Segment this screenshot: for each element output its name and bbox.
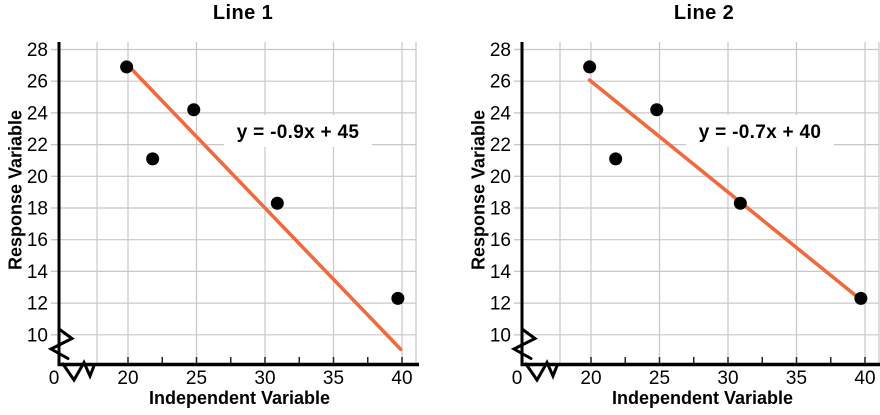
y-tick-label: 18 — [27, 199, 48, 220]
x-axis-break-icon — [61, 359, 96, 383]
data-point — [650, 103, 664, 117]
y-tick-label: 26 — [27, 72, 48, 93]
y-tick-label: 20 — [490, 167, 511, 188]
trend-line — [124, 62, 403, 352]
x-tick-label: 40 — [391, 368, 412, 389]
y-axis-break-icon — [510, 327, 538, 360]
data-point — [270, 196, 284, 210]
x-tick-label: 25 — [186, 368, 207, 389]
y-tick-label: 24 — [490, 103, 512, 124]
data-point — [391, 291, 405, 305]
equation-background — [686, 115, 834, 147]
data-point — [583, 60, 597, 74]
y-tick-label: 16 — [27, 230, 48, 251]
y-tick-label: 12 — [490, 294, 511, 315]
scatter-plot-svg: y = -0.7x + 40 0 20 25 30 35 40 28 26 24 22 20 18 16 1… — [490, 40, 880, 389]
y-tick-label: 24 — [27, 103, 49, 124]
equation-background — [224, 115, 372, 147]
data-point — [146, 152, 160, 166]
y-tick-label: 10 — [27, 325, 48, 346]
y-tick-label: 22 — [27, 135, 48, 156]
equation-label: y = -0.7x + 40 — [699, 122, 822, 143]
chart-title: Line 1 — [212, 2, 274, 24]
data-point — [609, 152, 623, 166]
y-tick-label: 28 — [490, 40, 511, 61]
y-tick-label: 14 — [27, 262, 49, 283]
chart-line1: Line 1 Response Variable Independent Var… — [6, 2, 419, 408]
data-point — [120, 60, 134, 74]
scatter-plot-svg: y = -0.9x + 45 0 20 25 30 35 40 28 26 24 22 20 18 16 1… — [27, 40, 419, 389]
y-tick-label: 18 — [490, 199, 511, 220]
y-tick-label: 26 — [490, 72, 511, 93]
y-tick-label: 12 — [27, 294, 48, 315]
chart-line2: Line 2 Response Variable Independent Var… — [440, 0, 880, 415]
x-tick-label: 35 — [323, 368, 344, 389]
x-axis-label: Independent Variable — [611, 388, 794, 408]
equation-label: y = -0.9x + 45 — [237, 122, 360, 143]
x-tick-label: 40 — [854, 368, 875, 389]
x-axis-label: Independent Variable — [148, 388, 331, 408]
x-tick-label: 35 — [786, 368, 807, 389]
data-point — [854, 291, 868, 305]
y-tick-label: 10 — [490, 325, 511, 346]
data-point — [733, 196, 747, 210]
chart-title: Line 2 — [673, 2, 735, 24]
y-axis-break-icon — [47, 327, 75, 360]
y-tick-label: 20 — [27, 167, 48, 188]
y-tick-label: 22 — [490, 135, 511, 156]
data-point — [187, 103, 201, 117]
x-tick-label: 0 — [512, 368, 523, 389]
trend-line — [587, 78, 863, 302]
y-tick-label: 14 — [490, 262, 512, 283]
x-tick-label: 20 — [117, 368, 138, 389]
y-tick-label: 28 — [27, 40, 48, 61]
x-tick-label: 0 — [49, 368, 60, 389]
x-tick-label: 20 — [580, 368, 601, 389]
x-tick-label: 30 — [717, 368, 738, 389]
y-tick-label: 16 — [490, 230, 511, 251]
x-axis-break-icon — [524, 359, 559, 383]
x-tick-label: 25 — [649, 368, 670, 389]
x-tick-label: 30 — [254, 368, 275, 389]
